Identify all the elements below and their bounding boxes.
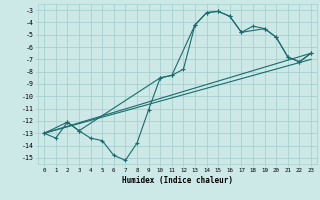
X-axis label: Humidex (Indice chaleur): Humidex (Indice chaleur) [122,176,233,185]
